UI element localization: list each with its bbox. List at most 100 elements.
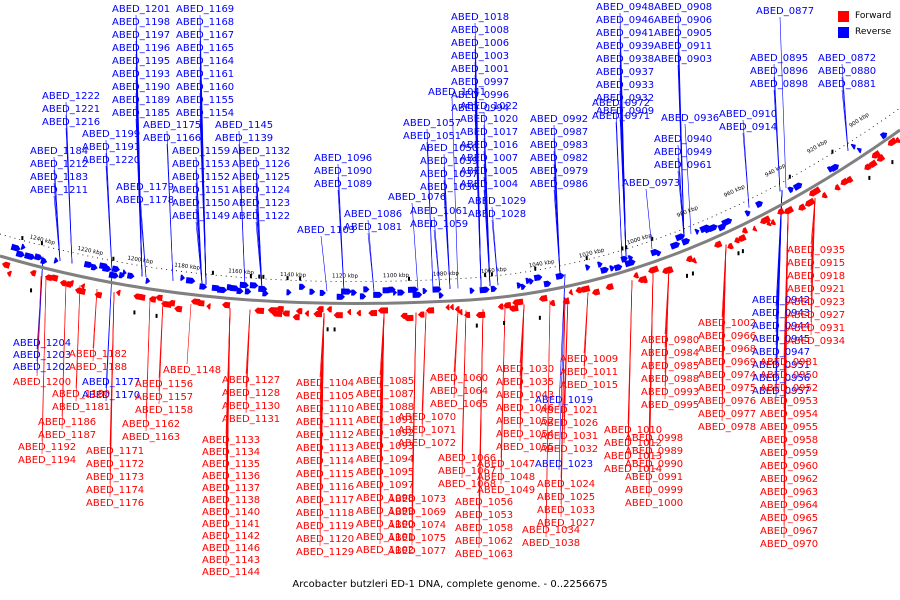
reverse-gene-arrow — [829, 163, 839, 173]
forward-gene-label: ABED_0991 — [625, 472, 683, 483]
forward-gene-label: ABED_1068 — [438, 479, 496, 490]
reverse-gene-label: ABED_0880 — [818, 66, 876, 77]
reverse-gene-arrow — [10, 243, 21, 252]
leader-lines — [36, 12, 849, 567]
forward-gene-arrow — [777, 207, 785, 215]
forward-gene-arrow — [139, 294, 146, 301]
forward-gene-label: ABED_1099 — [356, 506, 414, 517]
forward-gene-label: ABED_1092 — [356, 428, 414, 439]
forward-gene-arrow — [174, 305, 183, 313]
scale-label: 1080 kbp — [433, 271, 460, 278]
forward-gene-label: ABED_1049 — [477, 485, 535, 496]
reverse-leader-line — [619, 116, 627, 258]
reverse-gene-arrow — [90, 263, 98, 271]
reverse-gene-arrow — [180, 274, 186, 281]
reverse-gene-label: ABED_0906 — [654, 15, 712, 26]
forward-gene-label: ABED_1000 — [625, 498, 683, 509]
reverse-gene-label: ABED_1199 — [82, 129, 140, 140]
forward-gene-arrow — [449, 304, 454, 311]
reverse-gene-label: ABED_1016 — [460, 140, 518, 151]
forward-leader-line — [158, 300, 164, 405]
reverse-gene-label: ABED_0881 — [818, 79, 876, 90]
reverse-gene-label: ABED_1089 — [314, 179, 372, 190]
forward-leader-line — [411, 312, 417, 546]
reverse-gene-label: ABED_1211 — [30, 185, 88, 196]
forward-gene-label: ABED_0965 — [760, 513, 818, 524]
reverse-leader-line — [105, 165, 113, 272]
forward-gene-label: ABED_1063 — [455, 549, 513, 560]
forward-gene-label: ABED_1043 — [496, 390, 554, 401]
reverse-gene-label: ABED_0986 — [530, 179, 588, 190]
forward-gene-label: ABED_1035 — [496, 377, 554, 388]
reverse-gene-arrow — [126, 272, 135, 279]
forward-gene-arrow — [222, 301, 231, 309]
forward-leader-line — [500, 307, 506, 485]
reverse-gene-label: ABED_1057 — [403, 118, 461, 129]
reverse-gene-arrow — [422, 288, 428, 295]
reverse-gene-arrow — [528, 278, 534, 285]
reverse-leader-line — [255, 221, 263, 290]
reverse-gene-label: ABED_0949 — [654, 147, 712, 158]
reverse-gene-arrow — [516, 282, 522, 289]
forward-gene-label: ABED_1127 — [222, 375, 280, 386]
forward-leader-line — [721, 244, 727, 422]
reverse-gene-label: ABED_1122 — [232, 211, 290, 222]
position-tick — [621, 246, 624, 251]
forward-gene-label: ABED_1120 — [296, 534, 354, 545]
reverse-gene-label: ABED_1220 — [82, 155, 140, 166]
reverse-gene-label: ABED_0877 — [756, 6, 814, 17]
forward-leader-line — [627, 280, 633, 464]
reverse-gene-label: ABED_1184 — [30, 146, 88, 157]
reverse-gene-label: ABED_1201 — [112, 4, 170, 15]
reverse-leader-line — [105, 271, 113, 402]
forward-gene-label: ABED_1038 — [522, 538, 580, 549]
forward-gene-arrow — [734, 237, 740, 244]
reverse-gene-arrow — [707, 224, 718, 233]
forward-gene-label: ABED_0978 — [698, 422, 756, 433]
forward-gene-label: ABED_0927 — [787, 310, 845, 321]
position-tick — [651, 236, 654, 241]
reverse-gene-arrow — [363, 286, 370, 293]
forward-gene-label: ABED_0993 — [641, 387, 699, 398]
position-tick — [286, 276, 289, 281]
forward-gene-arrow — [568, 289, 574, 296]
reverse-leader-line — [773, 89, 781, 192]
scale-label: 1160 kbp — [228, 268, 255, 276]
reverse-leader-line — [558, 273, 566, 471]
reverse-leader-line — [139, 205, 147, 278]
forward-gene-label: ABED_1056 — [455, 497, 513, 508]
reverse-gene-label: ABED_1150 — [172, 198, 230, 209]
reverse-gene-label: ABED_0895 — [750, 53, 808, 64]
reverse-gene-label: ABED_0896 — [750, 66, 808, 77]
forward-leader-line — [560, 297, 566, 518]
legend: Forward Reverse — [838, 8, 900, 44]
forward-gene-label: ABED_1144 — [202, 567, 260, 578]
reverse-gene-label: ABED_0932 — [596, 93, 654, 104]
reverse-leader-line — [443, 192, 451, 289]
scale-label: 1040 kbp — [529, 259, 556, 269]
reverse-gene-label: ABED_1164 — [176, 56, 234, 67]
forward-leader-line — [109, 292, 115, 498]
forward-gene-label: ABED_0960 — [760, 461, 818, 472]
forward-gene-arrow — [94, 291, 103, 299]
reverse-gene-arrow — [850, 143, 856, 150]
forward-gene-label: ABED_1174 — [86, 485, 144, 496]
reverse-gene-arrow — [309, 288, 316, 295]
reverse-gene-label: ABED_0936 — [661, 113, 719, 124]
reverse-gene-label: ABED_1189 — [112, 95, 170, 106]
reverse-gene-label: ABED_0997 — [451, 77, 509, 88]
reverse-gene-arrow — [111, 265, 120, 273]
forward-leader-line — [145, 298, 151, 432]
forward-gene-label: ABED_1013 — [604, 451, 662, 462]
forward-gene-arrow — [766, 220, 772, 227]
reverse-gene-arrow — [543, 280, 552, 288]
position-tick — [475, 323, 478, 328]
reverse-gene-arrow — [432, 286, 442, 293]
reverse-gene-label: ABED_1190 — [112, 82, 170, 93]
forward-gene-label: ABED_1010 — [604, 425, 662, 436]
reverse-gene-arrow — [199, 283, 208, 290]
forward-gene-label: ABED_1015 — [560, 380, 618, 391]
reverse-gene-label: ABED_1179 — [116, 182, 174, 193]
reverse-gene-label: ABED_1103 — [297, 225, 355, 236]
position-tick — [490, 272, 493, 277]
